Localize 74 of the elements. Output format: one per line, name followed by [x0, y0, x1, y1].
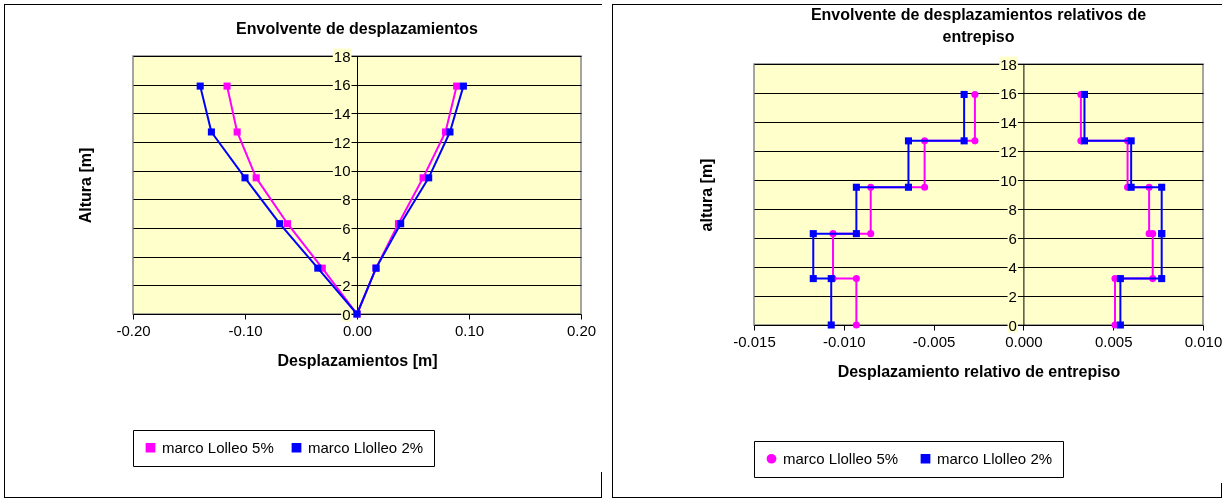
legend-label: marco Lolleo 5% — [162, 438, 274, 456]
point — [1145, 230, 1153, 238]
point — [1158, 183, 1166, 191]
x-tick-label: -0.010 — [823, 332, 866, 350]
point — [852, 321, 860, 329]
legend-label: marco Llolleo 2% — [308, 438, 424, 456]
y-tick-label: 16 — [1000, 84, 1017, 102]
point — [1158, 275, 1166, 283]
point — [241, 174, 249, 182]
y-tick-label: 0 — [342, 305, 351, 323]
point — [233, 128, 241, 136]
x-axis-title: Desplazamientos [m] — [277, 351, 438, 369]
point — [852, 275, 860, 283]
point — [459, 82, 467, 90]
point — [1116, 275, 1124, 283]
point — [446, 128, 454, 136]
point — [904, 183, 912, 191]
y-tick-label: 2 — [1008, 287, 1017, 305]
y-tick-label: 12 — [1000, 142, 1017, 160]
point — [252, 174, 260, 182]
point — [223, 82, 231, 90]
x-axis-title: Desplazamiento relativo de entrepiso — [837, 362, 1121, 380]
x-tick-label: 0.20 — [566, 321, 597, 339]
point — [425, 174, 433, 182]
y-axis-title: altura [m] — [697, 158, 715, 232]
point — [809, 275, 817, 283]
y-tick-label: 4 — [342, 248, 351, 266]
x-tick-label: 0.10 — [454, 321, 485, 339]
y-tick-label: 18 — [333, 47, 351, 65]
y-tick-label: 6 — [342, 219, 351, 237]
y-tick-label: 10 — [1000, 171, 1017, 189]
point — [852, 183, 860, 191]
point — [921, 183, 929, 191]
y-tick-label: 0 — [1008, 316, 1017, 334]
x-tick-label: -0.015 — [733, 332, 776, 350]
point — [1116, 321, 1124, 329]
x-tick-label: 0.00 — [342, 321, 373, 339]
point — [852, 230, 860, 238]
x-tick-label: 0.005 — [1094, 332, 1133, 350]
point — [904, 137, 912, 145]
legend-label: marco Llolleo 5% — [783, 449, 899, 467]
legend-label: marco Llolleo 2% — [937, 449, 1053, 467]
y-axis-title: Altura [m] — [76, 147, 94, 224]
point — [207, 128, 215, 136]
y-tick-label: 14 — [1000, 113, 1017, 131]
x-tick-label: -0.20 — [116, 321, 151, 339]
x-tick-label: 0.000 — [1005, 332, 1043, 350]
x-tick-label: -0.005 — [912, 332, 956, 350]
y-tick-label: 4 — [1008, 258, 1017, 276]
chart-title: Envolvente de desplazamientos — [236, 20, 479, 37]
y-tick-label: 14 — [333, 104, 351, 122]
point — [971, 137, 979, 145]
x-tick-label: -0.10 — [228, 321, 263, 339]
x-tick-label: 0.010 — [1184, 332, 1223, 350]
point — [809, 230, 817, 238]
point — [971, 90, 979, 98]
point — [284, 220, 292, 228]
point — [867, 230, 875, 238]
y-tick-label: 18 — [1000, 55, 1017, 73]
chart-title: Envolvente de desplazamientos relativos de entrepiso — [810, 6, 1147, 45]
point — [827, 321, 835, 329]
point — [960, 90, 968, 98]
point — [960, 137, 968, 145]
y-tick-label: 10 — [333, 162, 351, 180]
y-tick-label: 2 — [342, 276, 351, 294]
point — [453, 82, 461, 90]
y-tick-label: 16 — [333, 76, 351, 94]
point — [196, 82, 204, 90]
y-tick-label: 12 — [333, 133, 351, 151]
point — [276, 220, 284, 228]
y-tick-label: 6 — [1008, 229, 1017, 247]
y-tick-label: 8 — [1008, 200, 1017, 218]
point — [314, 264, 322, 272]
y-tick-label: 8 — [342, 190, 351, 208]
